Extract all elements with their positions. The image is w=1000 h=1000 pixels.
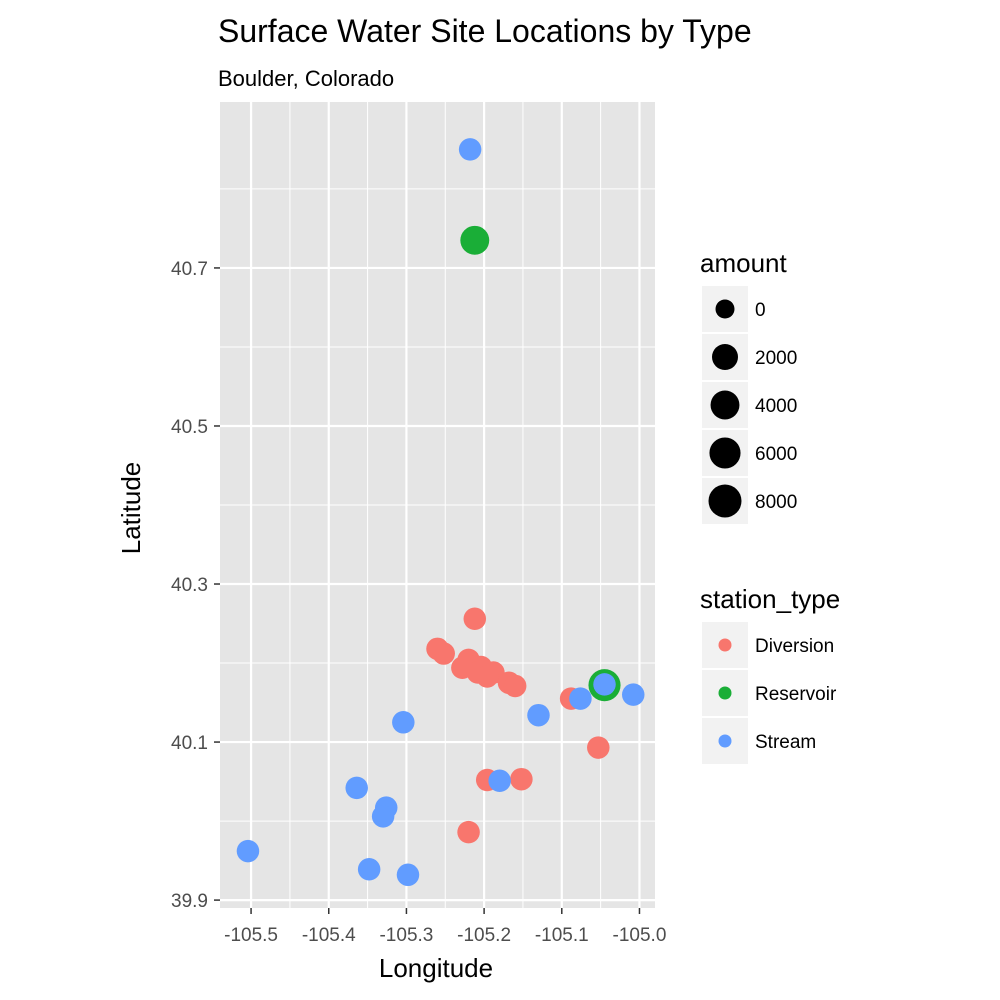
legend-amount-label: 6000 xyxy=(755,444,797,465)
legend-color-marker xyxy=(718,638,732,652)
chart-subtitle: Boulder, Colorado xyxy=(218,66,394,91)
chart-title: Surface Water Site Locations by Type xyxy=(218,13,752,49)
data-points xyxy=(236,138,645,887)
legend-size-marker xyxy=(712,344,738,370)
legend-amount-label: 8000 xyxy=(755,492,797,513)
legend-size-marker xyxy=(709,437,741,469)
y-tick-label: 40.5 xyxy=(171,417,208,438)
y-tick-label: 40.1 xyxy=(171,733,208,754)
point-stream xyxy=(569,687,592,710)
y-axis: 39.9 40.1 40.3 40.5 40.7 xyxy=(171,259,220,912)
point-stream xyxy=(488,769,511,793)
legend-type-title: station_type xyxy=(700,584,840,614)
x-tick-label: -105.3 xyxy=(379,925,433,946)
point-stream xyxy=(396,863,420,887)
point-diversion xyxy=(432,642,455,665)
x-tick-label: -105.4 xyxy=(302,925,356,946)
point-stream xyxy=(593,673,616,696)
point-stream xyxy=(392,711,415,734)
x-axis: -105.5 -105.4 -105.3 -105.2 -105.1 -105.0 xyxy=(224,908,666,946)
legend-amount: amount 0 2000 4000 6000 8000 xyxy=(700,248,797,524)
x-tick-label: -105.1 xyxy=(535,925,589,946)
x-tick-label: -105.5 xyxy=(224,925,278,946)
x-tick-label: -105.2 xyxy=(457,925,511,946)
y-axis-title: Latitude xyxy=(116,462,146,555)
point-stream xyxy=(371,805,395,828)
legend-type-label: Diversion xyxy=(755,636,834,657)
point-stream xyxy=(622,683,645,706)
legend-color-marker xyxy=(718,686,732,700)
x-axis-title: Longitude xyxy=(379,953,493,983)
y-tick-label: 40.3 xyxy=(171,575,208,596)
point-diversion xyxy=(457,820,480,844)
point-stream xyxy=(357,858,381,881)
point-stream xyxy=(345,776,368,800)
y-tick-label: 40.7 xyxy=(171,259,208,280)
legend-amount-label: 4000 xyxy=(755,396,797,417)
legend-type-label: Stream xyxy=(755,732,816,753)
legend-amount-title: amount xyxy=(700,248,787,278)
point-diversion xyxy=(475,665,499,688)
point-stream xyxy=(527,703,550,727)
legend-size-marker xyxy=(710,390,740,420)
point-reservoir xyxy=(460,225,490,255)
legend-amount-label: 2000 xyxy=(755,348,797,369)
legend-color-marker xyxy=(718,734,732,748)
x-tick-label: -105.0 xyxy=(613,925,667,946)
legend-amount-label: 0 xyxy=(755,300,766,321)
point-diversion xyxy=(503,674,527,698)
legend-type-label: Reservoir xyxy=(755,684,837,705)
point-diversion xyxy=(510,767,533,791)
point-stream xyxy=(236,839,260,863)
point-diversion xyxy=(587,736,610,759)
legend-station-type: station_type Diversion Reservoir Stream xyxy=(700,584,840,764)
legend-size-marker xyxy=(708,484,742,518)
legend-size-marker xyxy=(715,299,735,319)
grid-lines xyxy=(220,102,655,908)
point-diversion xyxy=(463,607,487,631)
y-tick-label: 39.9 xyxy=(171,891,208,912)
point-stream xyxy=(458,138,482,161)
